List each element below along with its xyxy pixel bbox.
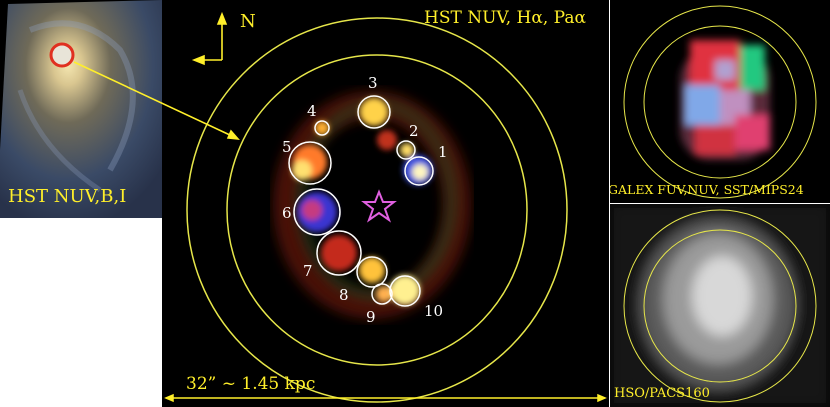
galex-inner-aperture [643, 25, 797, 179]
galex-panel: GALEX FUV,NUV, SST/MIPS24 [610, 0, 830, 203]
region-label-1: 1 [438, 143, 448, 161]
pacs-inner-aperture [643, 229, 797, 383]
highlight-circle [49, 42, 75, 68]
region-label-8: 8 [339, 286, 349, 304]
region-circle-1 [404, 156, 434, 186]
pacs-panel: HSO/PACS160 [610, 204, 830, 407]
compass-label: N [240, 11, 256, 32]
region-label-5: 5 [282, 138, 292, 156]
nucleus-star-marker [361, 189, 397, 223]
galaxy-overview-panel: HST NUV,B,I [0, 0, 162, 218]
compass-icon [191, 11, 228, 66]
outer-aperture [186, 17, 568, 403]
region-circle-9 [371, 283, 393, 305]
galex-image [623, 5, 817, 199]
pacs-outer-aperture [623, 209, 817, 403]
galex-outer-aperture [623, 5, 817, 199]
region-label-6: 6 [282, 204, 292, 222]
inset-label: HST NUV,B,I [8, 186, 127, 207]
main-image-panel: N HST NUV, Hα, Paα 32” ~ 1.45 kpc 1 2 3 … [162, 0, 609, 407]
region-label-9: 9 [366, 308, 376, 326]
region-circle-3 [357, 95, 391, 129]
region-circle-6 [293, 188, 341, 236]
scale-bar [164, 393, 607, 403]
region-circle-4 [314, 120, 330, 136]
region-label-3: 3 [368, 74, 378, 92]
pacs-image [610, 204, 830, 407]
region-circle-10 [389, 275, 421, 307]
main-panel-label: HST NUV, Hα, Paα [424, 8, 586, 28]
region-circle-2 [396, 140, 416, 160]
inner-aperture [226, 54, 528, 366]
region-label-2: 2 [409, 122, 419, 140]
main-image [164, 11, 607, 403]
region-label-4: 4 [307, 102, 317, 120]
region-circle-5 [288, 141, 332, 185]
region-label-7: 7 [303, 262, 313, 280]
region-circle-7 [316, 230, 362, 276]
region-circle-8 [356, 256, 388, 288]
scale-label: 32” ~ 1.45 kpc [186, 374, 316, 394]
galex-label: GALEX FUV,NUV, SST/MIPS24 [610, 182, 804, 197]
region-label-10: 10 [424, 302, 444, 320]
pacs-label: HSO/PACS160 [614, 386, 710, 401]
